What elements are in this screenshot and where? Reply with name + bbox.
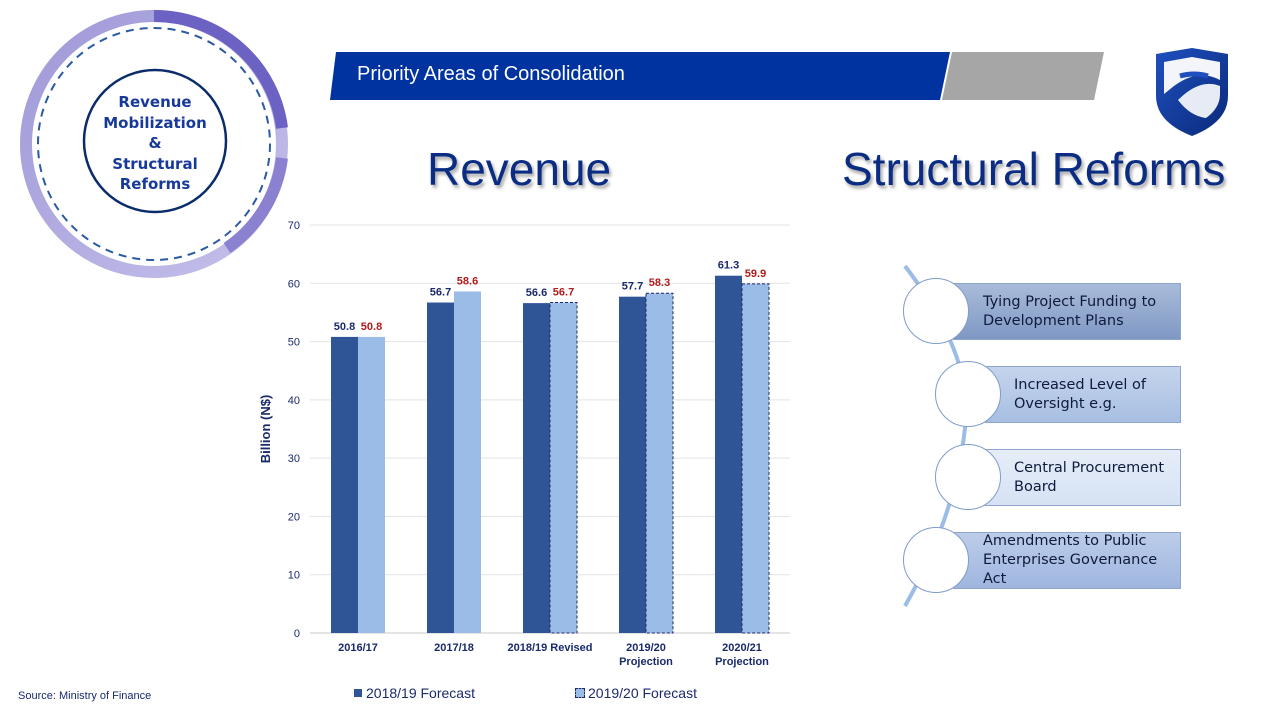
- data-label: 57.7: [622, 281, 643, 293]
- y-tick-label: 70: [288, 220, 300, 232]
- revenue-bar-chart: 0 10 20 30 40 50 60 70 Billion (N$) 50.8 50.8 2016/…: [258, 220, 790, 668]
- x-tick-label: 2016/17: [338, 642, 378, 654]
- reform-item-label: Amendments to Public Enterprises Governa…: [983, 533, 1158, 587]
- bar: [741, 283, 770, 634]
- revenue-heading: Revenue: [427, 143, 612, 195]
- reform-item-label: Tying Project Funding to Development Pla…: [983, 293, 1157, 329]
- banner-title: Priority Areas of Consolidation: [357, 63, 625, 85]
- source-note: Source: Ministry of Finance: [18, 690, 152, 702]
- data-label: 61.3: [718, 260, 739, 272]
- data-label: 56.7: [430, 287, 451, 299]
- badge-line: Structural: [112, 154, 198, 173]
- legend-item-2019-20: 2019/20 Forecast: [575, 685, 697, 701]
- bank-shield-logo: [1156, 48, 1228, 136]
- bar: [427, 302, 454, 633]
- legend-swatch-2019-20: [575, 688, 585, 698]
- bar: [645, 292, 674, 634]
- x-tick-label: Projection: [619, 656, 673, 668]
- y-tick-label: 0: [294, 628, 300, 640]
- data-label: 59.9: [745, 268, 766, 280]
- title-banner: [330, 52, 1104, 100]
- x-tick-label: 2019/20: [626, 642, 666, 654]
- x-tick-label: 2018/19 Revised: [507, 642, 592, 654]
- y-tick-label: 40: [288, 395, 300, 407]
- badge-text: Revenue Mobilization & Structural Reform…: [95, 92, 215, 195]
- legend-item-2018-19: 2018/19 Forecast: [354, 685, 475, 701]
- legend-swatch-2018-19: [354, 689, 362, 697]
- x-tick-label: 2017/18: [434, 642, 474, 654]
- x-tick-label: 2020/21: [722, 642, 762, 654]
- y-tick-label: 30: [288, 453, 300, 465]
- bar: [331, 336, 358, 633]
- y-tick-label: 10: [288, 570, 300, 582]
- bar: [715, 275, 742, 633]
- y-tick-label: 60: [288, 278, 300, 290]
- reform-bullet-circle: [903, 278, 969, 344]
- bar: [549, 302, 578, 634]
- y-tick-label: 50: [288, 337, 300, 349]
- bar: [454, 291, 481, 633]
- legend-label: 2019/20 Forecast: [588, 685, 697, 701]
- bar: [358, 336, 385, 633]
- bar: [619, 296, 646, 633]
- reform-bullet-circle: [935, 361, 1001, 427]
- reform-bullet-circle: [903, 527, 969, 593]
- reform-item: Amendments to Public Enterprises Governa…: [953, 532, 1181, 589]
- reform-item-label: Central Procurement Board: [1014, 459, 1165, 495]
- reform-item: Tying Project Funding to Development Pla…: [953, 283, 1181, 340]
- reform-bullet-circle: [935, 444, 1001, 510]
- data-label: 50.8: [361, 321, 382, 333]
- data-label: 58.3: [649, 277, 670, 289]
- badge-line: Reforms: [119, 175, 191, 193]
- data-label: 56.7: [553, 287, 574, 299]
- data-label: 58.6: [457, 275, 478, 287]
- y-tick-label: 20: [288, 511, 300, 523]
- revenue-badge-graphic: [20, 9, 288, 278]
- data-label: 56.6: [526, 287, 547, 299]
- reform-item: Central Procurement Board: [985, 449, 1181, 506]
- reform-item-label: Increased Level of Oversight e.g.: [1014, 376, 1147, 412]
- structural-reforms-heading: Structural Reforms: [842, 143, 1226, 195]
- reform-item: Increased Level of Oversight e.g.: [985, 366, 1181, 423]
- badge-line: Revenue: [118, 93, 192, 111]
- bar: [523, 303, 550, 633]
- data-label: 50.8: [334, 321, 355, 333]
- y-axis-label: Billion (N$): [258, 395, 273, 464]
- badge-line: &: [148, 134, 162, 152]
- reforms-list: Tying Project Funding to Development Pla…: [895, 258, 1195, 618]
- legend-label: 2018/19 Forecast: [366, 685, 475, 701]
- x-tick-label: Projection: [715, 656, 769, 668]
- badge-line: Mobilization: [103, 113, 207, 132]
